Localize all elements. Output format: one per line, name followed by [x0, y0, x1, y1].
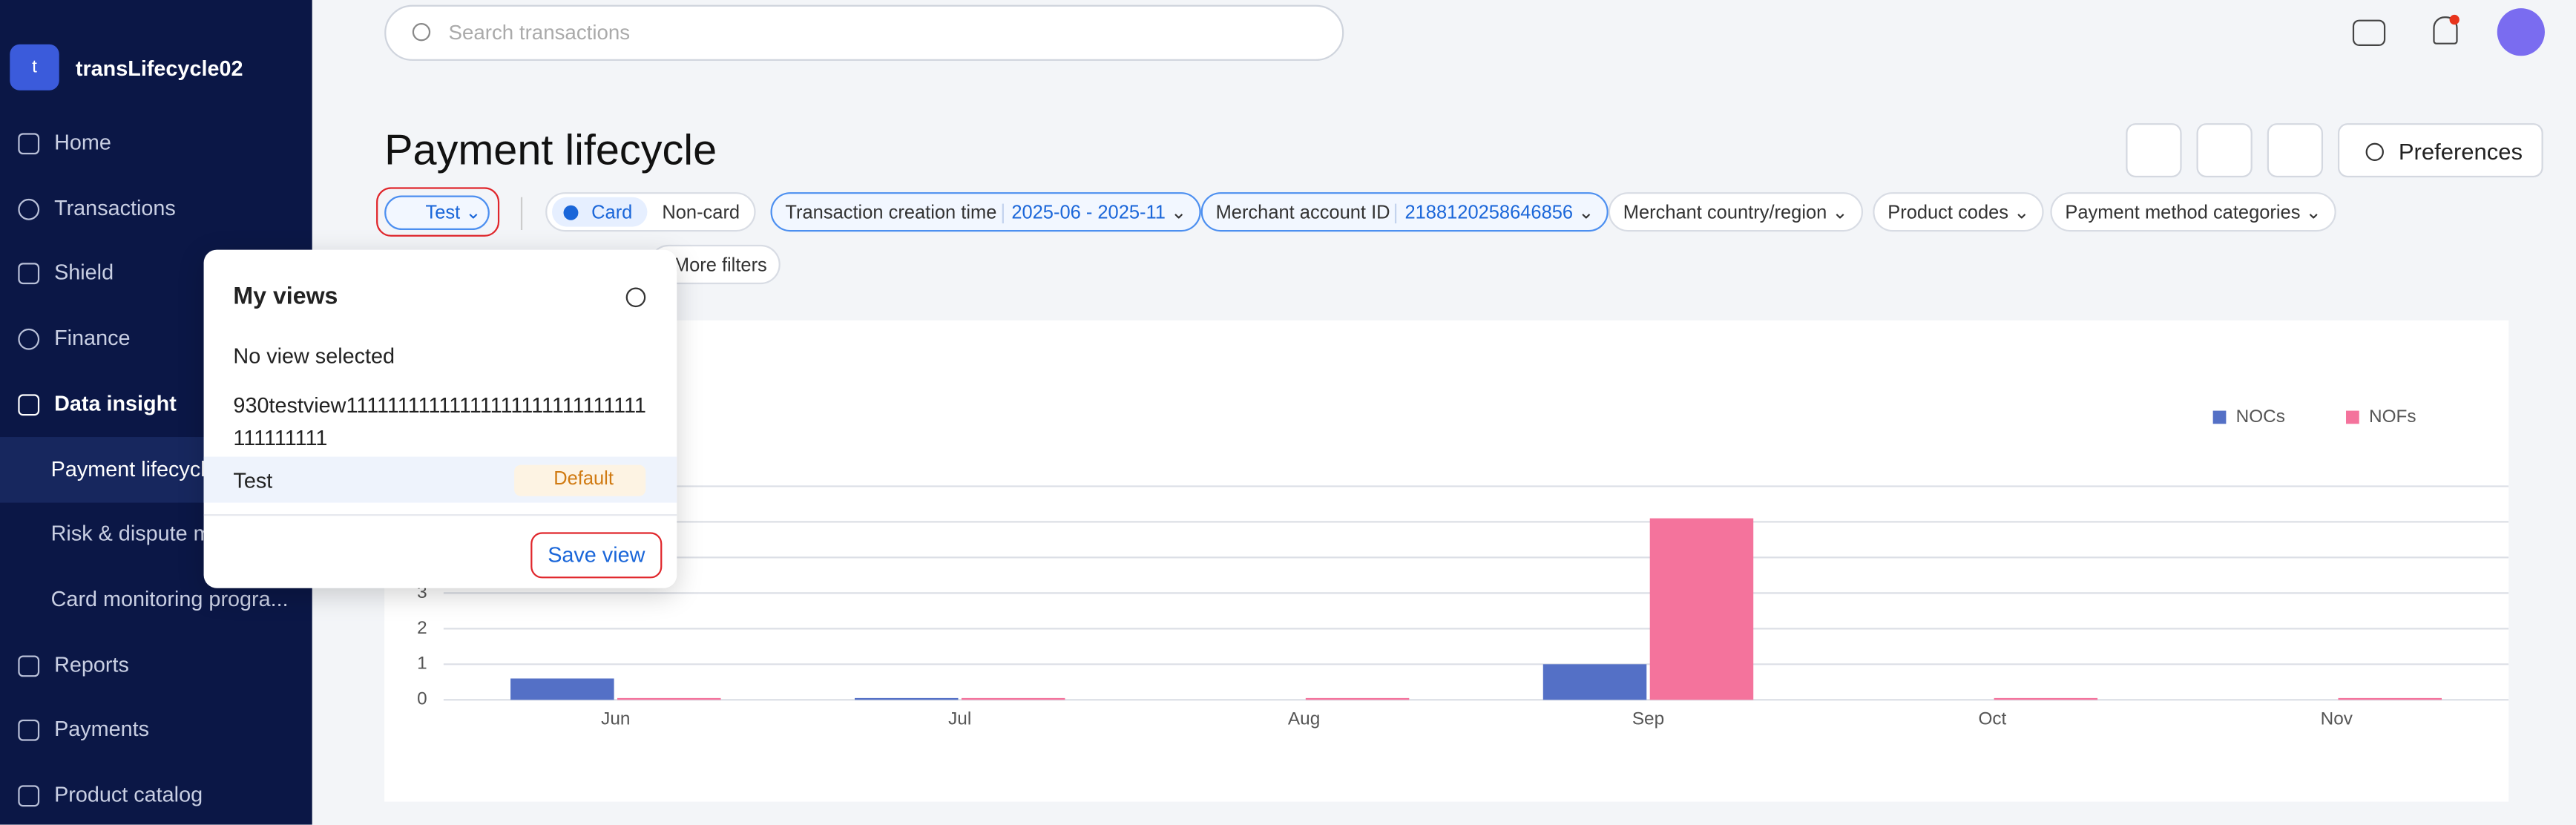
y-tick-label: 0 [417, 689, 427, 709]
legend-swatch [2346, 410, 2359, 424]
chip-value: 2025-06 - 2025-11 [1002, 203, 1166, 224]
bar [854, 697, 959, 700]
filter-chip[interactable]: Transaction creation time 2025-06 - 2025-… [770, 192, 1202, 232]
x-tick-label: Jun [601, 709, 630, 729]
default-label: Default [553, 470, 614, 490]
gear-icon [2365, 142, 2384, 162]
legend-label: NOFs [2369, 407, 2416, 427]
icon [18, 655, 40, 677]
bar [617, 697, 721, 700]
info-button[interactable] [2267, 123, 2324, 178]
chat-icon[interactable] [2352, 19, 2386, 47]
x-tick-label: Oct [1978, 709, 2006, 729]
bar [1994, 697, 2098, 700]
preferences-button[interactable]: Preferences [2337, 123, 2543, 178]
separator [520, 197, 523, 231]
filter-chip[interactable]: Product codes ⌄ [1873, 192, 2045, 232]
icon [18, 785, 40, 807]
chart: 0123456JunJulAugSepOctNovNOCsNOFs [417, 407, 2509, 729]
y-tick-label: 2 [417, 618, 427, 638]
legend-label: NOCs [2236, 407, 2285, 427]
menu-item[interactable]: Reports [54, 652, 129, 677]
default-badge: Default [514, 464, 646, 496]
workspace-name[interactable]: transLifecycle02 [75, 56, 243, 81]
popup-title: My views [233, 284, 338, 311]
search-box[interactable]: Search transactions [384, 4, 1344, 61]
chart-card: 0123456JunJulAugSepOctNovNOCsNOFs [384, 320, 2509, 802]
x-tick-label: Sep [1632, 709, 1664, 729]
settings-icon[interactable] [625, 287, 646, 308]
bar [1649, 518, 1754, 700]
divider [203, 514, 677, 516]
chip-label: Merchant account ID [1215, 203, 1390, 224]
no-view[interactable]: No view selected [233, 343, 395, 369]
x-tick-label: Aug [1288, 709, 1320, 729]
bar [1305, 697, 1410, 700]
chip-label: Merchant country/region [1623, 203, 1827, 224]
bar [2338, 697, 2442, 700]
icon [18, 394, 40, 416]
search-placeholder: Search transactions [448, 21, 631, 45]
search-icon [412, 23, 431, 42]
icon [18, 328, 40, 350]
chip-label: Payment method categories [2065, 203, 2301, 224]
menu-item[interactable]: Home [54, 129, 111, 155]
icon [18, 719, 40, 741]
menu-item[interactable]: Payment lifecycle [50, 456, 217, 481]
menu-item[interactable]: Shield [54, 259, 114, 285]
chip-value: 2188120258646856 [1395, 203, 1574, 224]
view-selector[interactable]: Test ⌄ [384, 195, 490, 231]
menu-item[interactable]: Card monitoring progra... [50, 586, 289, 611]
legend-swatch [2212, 410, 2227, 424]
save-view-label: Save view [548, 542, 645, 567]
view-item[interactable]: 930testview11111111111111111111111111111… [233, 392, 646, 450]
save-view-button[interactable]: Save view [530, 532, 663, 579]
bar [961, 697, 1065, 700]
menu-item[interactable]: Product catalog [54, 782, 203, 807]
preferences-label: Preferences [2398, 138, 2523, 165]
bar [1542, 664, 1647, 700]
x-tick-label: Nov [2321, 709, 2353, 729]
chip-label: Transaction creation time [785, 203, 997, 224]
card-toggle[interactable]: Card Non-card [545, 192, 756, 232]
view-item[interactable]: Test [233, 468, 273, 493]
menu-item[interactable]: Payments [54, 716, 150, 741]
check-icon [563, 205, 579, 220]
workspace-logo[interactable]: t [10, 44, 59, 91]
y-tick-label: 1 [417, 654, 427, 674]
card-option[interactable]: Card [591, 203, 633, 224]
menu-item[interactable]: Data insight [54, 391, 177, 416]
filter-chip[interactable]: Payment method categories ⌄ [2050, 192, 2336, 232]
bar [510, 678, 614, 700]
notification-dot [2449, 14, 2460, 25]
icon [18, 133, 40, 155]
x-tick-label: Jul [948, 709, 971, 729]
my-views-popup: My views No view selected 930testview111… [203, 249, 677, 588]
highlight-outline [376, 187, 500, 237]
icon [18, 263, 40, 285]
bell-icon[interactable] [2433, 16, 2458, 45]
more-filters-label: More filters [673, 256, 767, 277]
link-button[interactable] [2196, 123, 2253, 178]
filter-chip[interactable]: Merchant country/region ⌄ [1608, 192, 1863, 232]
non-card-option[interactable]: Non-card [662, 203, 740, 224]
menu-item[interactable]: Finance [54, 325, 131, 350]
download-button[interactable] [2126, 123, 2182, 178]
page-title: Payment lifecycle [384, 125, 717, 174]
view-name: Test [425, 203, 461, 224]
filter-chip[interactable]: Merchant account ID 2188120258646856 ⌄ [1200, 192, 1609, 232]
menu-item[interactable]: Transactions [54, 195, 176, 220]
icon [18, 198, 40, 220]
chip-label: Product codes [1887, 203, 2009, 224]
user-avatar[interactable] [2497, 8, 2545, 56]
